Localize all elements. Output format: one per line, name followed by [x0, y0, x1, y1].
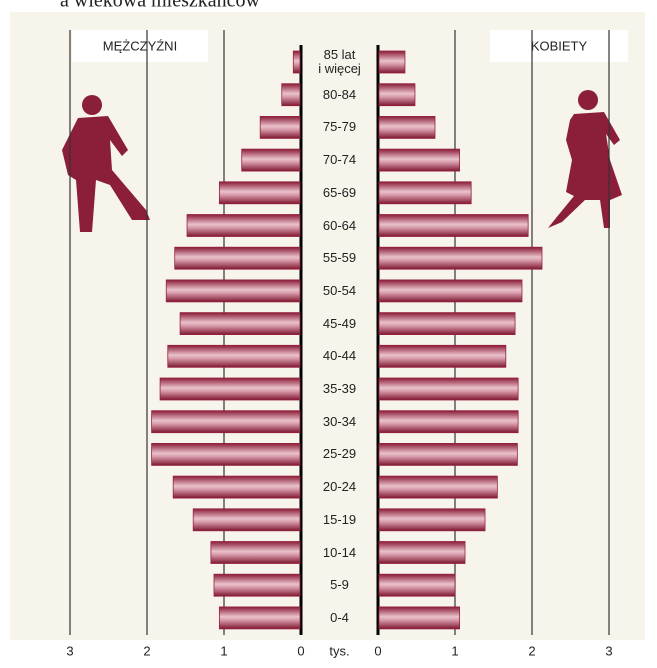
category-label: 45-49: [322, 315, 357, 331]
category-text: 75-79: [322, 119, 357, 135]
bar: [378, 508, 486, 532]
x-tick-label: 2: [528, 643, 535, 658]
category-label: 50-54: [322, 282, 357, 298]
category-label: 35-39: [322, 381, 357, 396]
legend-box: [490, 30, 628, 62]
category-label: 25-29: [322, 446, 357, 462]
category-label: 0-4: [330, 609, 349, 625]
bar: [218, 606, 301, 630]
bar: [165, 279, 301, 303]
bar: [281, 83, 301, 107]
x-axis-label: tys.: [329, 643, 349, 658]
chart-title: a wiekowa mieszkańców: [60, 0, 260, 12]
bar: [159, 377, 301, 401]
bar: [167, 344, 301, 368]
x-tick-label: 2: [143, 643, 150, 658]
category-label: 65-69: [322, 184, 357, 200]
category-text: 55-59: [322, 250, 357, 266]
legend-label: MĘŻCZYŹNI: [103, 38, 177, 53]
category-text: 0-4: [330, 609, 349, 625]
bar: [241, 148, 301, 172]
bar: [213, 573, 301, 597]
bar: [378, 475, 498, 499]
bar: [378, 541, 466, 564]
x-tick-label: 0: [297, 643, 304, 658]
bar: [378, 116, 436, 139]
bar: [378, 181, 472, 205]
bar: [218, 181, 301, 205]
legend-label: KOBIETY: [531, 38, 588, 53]
bar: [192, 508, 301, 532]
bar: [179, 312, 301, 336]
category-label: 80-84: [322, 86, 357, 102]
bar: [210, 541, 301, 564]
x-tick-label: 0: [374, 643, 381, 658]
bar: [174, 246, 301, 270]
x-tick-label: 1: [451, 643, 458, 658]
bar: [378, 246, 543, 270]
category-text: 85 lat i więcej: [318, 47, 361, 76]
bar: [378, 344, 507, 368]
bar: [378, 410, 519, 434]
category-label: 10-14: [322, 544, 357, 560]
category-label: 40-44: [322, 348, 357, 364]
bar: [259, 116, 301, 139]
category-label: 20-24: [322, 479, 357, 495]
category-text: 60-64: [322, 217, 357, 233]
x-tick-label: 3: [605, 643, 612, 658]
category-label: 55-59: [322, 250, 357, 266]
bar: [378, 377, 519, 401]
bar: [378, 83, 416, 107]
woman-silhouette: [548, 90, 622, 228]
bar: [378, 279, 523, 303]
category-text: 65-69: [322, 184, 357, 200]
bar: [378, 50, 406, 74]
bar: [378, 148, 461, 172]
bar: [378, 606, 461, 630]
category-label: 85 lat i więcej: [318, 47, 361, 76]
category-text: 30-34: [322, 413, 357, 429]
x-tick-label: 1: [220, 643, 227, 658]
category-text: 40-44: [322, 348, 357, 364]
bar: [378, 214, 529, 237]
category-label: 60-64: [322, 217, 357, 233]
category-text: 50-54: [322, 282, 357, 298]
bar: [378, 573, 456, 597]
category-text: 80-84: [322, 86, 357, 102]
category-text: 20-24: [322, 479, 357, 495]
category-label: 30-34: [322, 413, 357, 429]
x-tick-label: 3: [66, 643, 73, 658]
bar: [378, 312, 516, 336]
bar: [378, 442, 518, 466]
category-label: 5-9: [330, 577, 349, 593]
bar: [151, 410, 301, 434]
category-label: 75-79: [322, 119, 357, 135]
category-text: 35-39: [322, 381, 357, 396]
category-text: 45-49: [322, 315, 357, 331]
bar: [151, 442, 301, 466]
bar: [172, 475, 301, 499]
plot-background: [10, 12, 645, 640]
category-text: 70-74: [322, 152, 357, 168]
man-silhouette: [62, 95, 150, 232]
bar: [292, 50, 301, 74]
category-text: 10-14: [322, 544, 357, 560]
legend-box: [72, 30, 208, 62]
category-text: 25-29: [322, 446, 357, 462]
category-text: 15-19: [322, 511, 357, 527]
category-label: 70-74: [322, 152, 357, 168]
category-text: 5-9: [330, 577, 349, 593]
bar: [186, 214, 301, 237]
category-label: 15-19: [322, 511, 357, 527]
